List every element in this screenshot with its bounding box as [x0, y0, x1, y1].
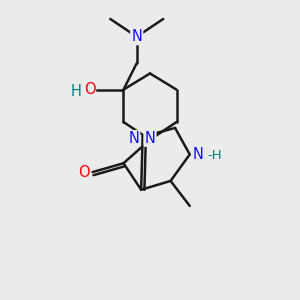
Text: O: O	[79, 165, 90, 180]
Text: N: N	[129, 131, 140, 146]
Text: N: N	[131, 29, 142, 44]
Text: -H: -H	[207, 149, 222, 162]
Text: O: O	[84, 82, 95, 97]
Text: N: N	[193, 147, 204, 162]
Text: N: N	[145, 131, 155, 146]
Text: H: H	[71, 84, 82, 99]
